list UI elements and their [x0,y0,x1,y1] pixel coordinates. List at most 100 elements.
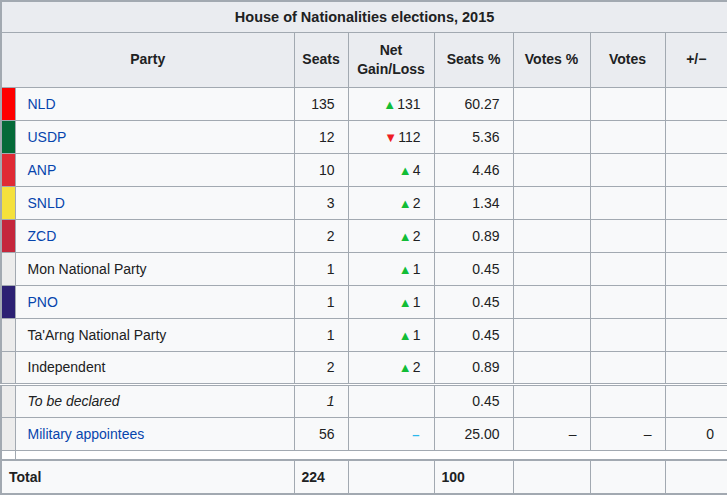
results-table: House of Nationalities elections, 2015 P… [0,0,727,495]
party-link[interactable]: Military appointees [28,426,145,442]
party-color-swatch [1,318,15,351]
plus-minus-cell [665,87,727,120]
seats-cell: 56 [294,417,348,450]
votes-pct-cell [513,285,590,318]
votes-cell [590,87,665,120]
votes-pct-cell [513,252,590,285]
votes-pct-cell [513,120,590,153]
total-seats: 224 [294,460,348,494]
seats-pct-cell: 0.45 [434,252,513,285]
votes-pct-cell [513,186,590,219]
party-link[interactable]: USDP [28,129,67,145]
net-gain-loss-cell: ▲1 [348,285,434,318]
column-header-party: Party [1,32,294,87]
column-header-votes-pct: Votes % [513,32,590,87]
net-gain-loss-cell: ▲2 [348,351,434,384]
party-name-cell: PNO [15,285,294,318]
party-row: USDP 12 ▼112 5.36 [1,120,727,153]
party-link[interactable]: ZCD [28,228,57,244]
seats-pct-cell: 25.00 [434,417,513,450]
increase-icon: ▲ [399,229,412,244]
votes-cell [590,120,665,153]
total-votes-cell [590,460,665,494]
votes-cell [590,285,665,318]
total-row: Total 224 100 [1,460,727,494]
votes-cell [590,351,665,384]
seats-cell: 2 [294,219,348,252]
plus-minus-cell: 0 [665,417,727,450]
party-label: Ta'Arng National Party [28,327,167,343]
column-header-net-gain-loss: Net Gain/Loss [348,32,434,87]
party-label: Independent [28,359,106,375]
party-name-cell: SNLD [15,186,294,219]
party-name-cell: NLD [15,87,294,120]
party-link[interactable]: SNLD [28,195,65,211]
plus-minus-cell [665,153,727,186]
party-link[interactable]: NLD [28,96,56,112]
seats-cell: 1 [294,285,348,318]
increase-icon: ▲ [399,360,412,375]
party-row: ZCD 2 ▲2 0.89 [1,219,727,252]
party-color-swatch [1,87,15,120]
party-row: SNLD 3 ▲2 1.34 [1,186,727,219]
votes-pct-cell [513,153,590,186]
plus-minus-cell [665,120,727,153]
party-row: Independent 2 ▲2 0.89 [1,351,727,384]
plus-minus-cell [665,285,727,318]
seats-pct-cell: 60.27 [434,87,513,120]
net-gain-loss-cell: ▲1 [348,318,434,351]
spacer-cell [15,450,727,460]
party-label: Mon National Party [28,261,147,277]
party-link[interactable]: PNO [28,294,58,310]
plus-minus-cell [665,252,727,285]
party-row: ANP 10 ▲4 4.46 [1,153,727,186]
seats-pct-cell: 0.89 [434,219,513,252]
votes-pct-cell [513,351,590,384]
party-color-swatch [1,120,15,153]
column-header-seats-pct: Seats % [434,32,513,87]
votes-cell [590,186,665,219]
net-gain-loss-cell [348,384,434,417]
party-color-swatch [1,186,15,219]
party-color-swatch [1,384,15,417]
votes-pct-cell [513,318,590,351]
party-color-swatch [1,153,15,186]
party-row: NLD 135 ▲131 60.27 [1,87,727,120]
party-link[interactable]: ANP [28,162,57,178]
column-header-plus-minus: +/− [665,32,727,87]
party-name-cell: USDP [15,120,294,153]
party-name-cell: ZCD [15,219,294,252]
total-votes-pct-cell [513,460,590,494]
seats-cell: 3 [294,186,348,219]
votes-cell [590,384,665,417]
spacer-row [1,450,727,460]
seats-pct-cell: 0.45 [434,318,513,351]
party-color-swatch [1,351,15,384]
seats-cell: 135 [294,87,348,120]
total-label: Total [1,460,294,494]
votes-cell [590,219,665,252]
votes-cell [590,318,665,351]
seats-pct-cell: 0.45 [434,384,513,417]
plus-minus-cell [665,186,727,219]
column-header-votes: Votes [590,32,665,87]
table-title: House of Nationalities elections, 2015 [1,1,727,32]
party-name-cell: Military appointees [15,417,294,450]
party-name-cell: Independent [15,351,294,384]
party-name-cell: Ta'Arng National Party [15,318,294,351]
votes-pct-cell [513,87,590,120]
seats-pct-cell: 1.34 [434,186,513,219]
increase-icon: ▲ [399,262,412,277]
spacer-swatch-cell [1,450,15,460]
votes-pct-cell [513,384,590,417]
party-label: To be declared [28,393,120,409]
net-gain-loss-cell: ▼112 [348,120,434,153]
total-seats-pct: 100 [434,460,513,494]
seats-cell: 12 [294,120,348,153]
increase-icon: ▲ [399,328,412,343]
total-plus-minus-cell [665,460,727,494]
net-gain-loss-cell: – [348,417,434,450]
total-net-cell [348,460,434,494]
party-color-swatch [1,285,15,318]
decrease-icon: ▼ [384,130,397,145]
